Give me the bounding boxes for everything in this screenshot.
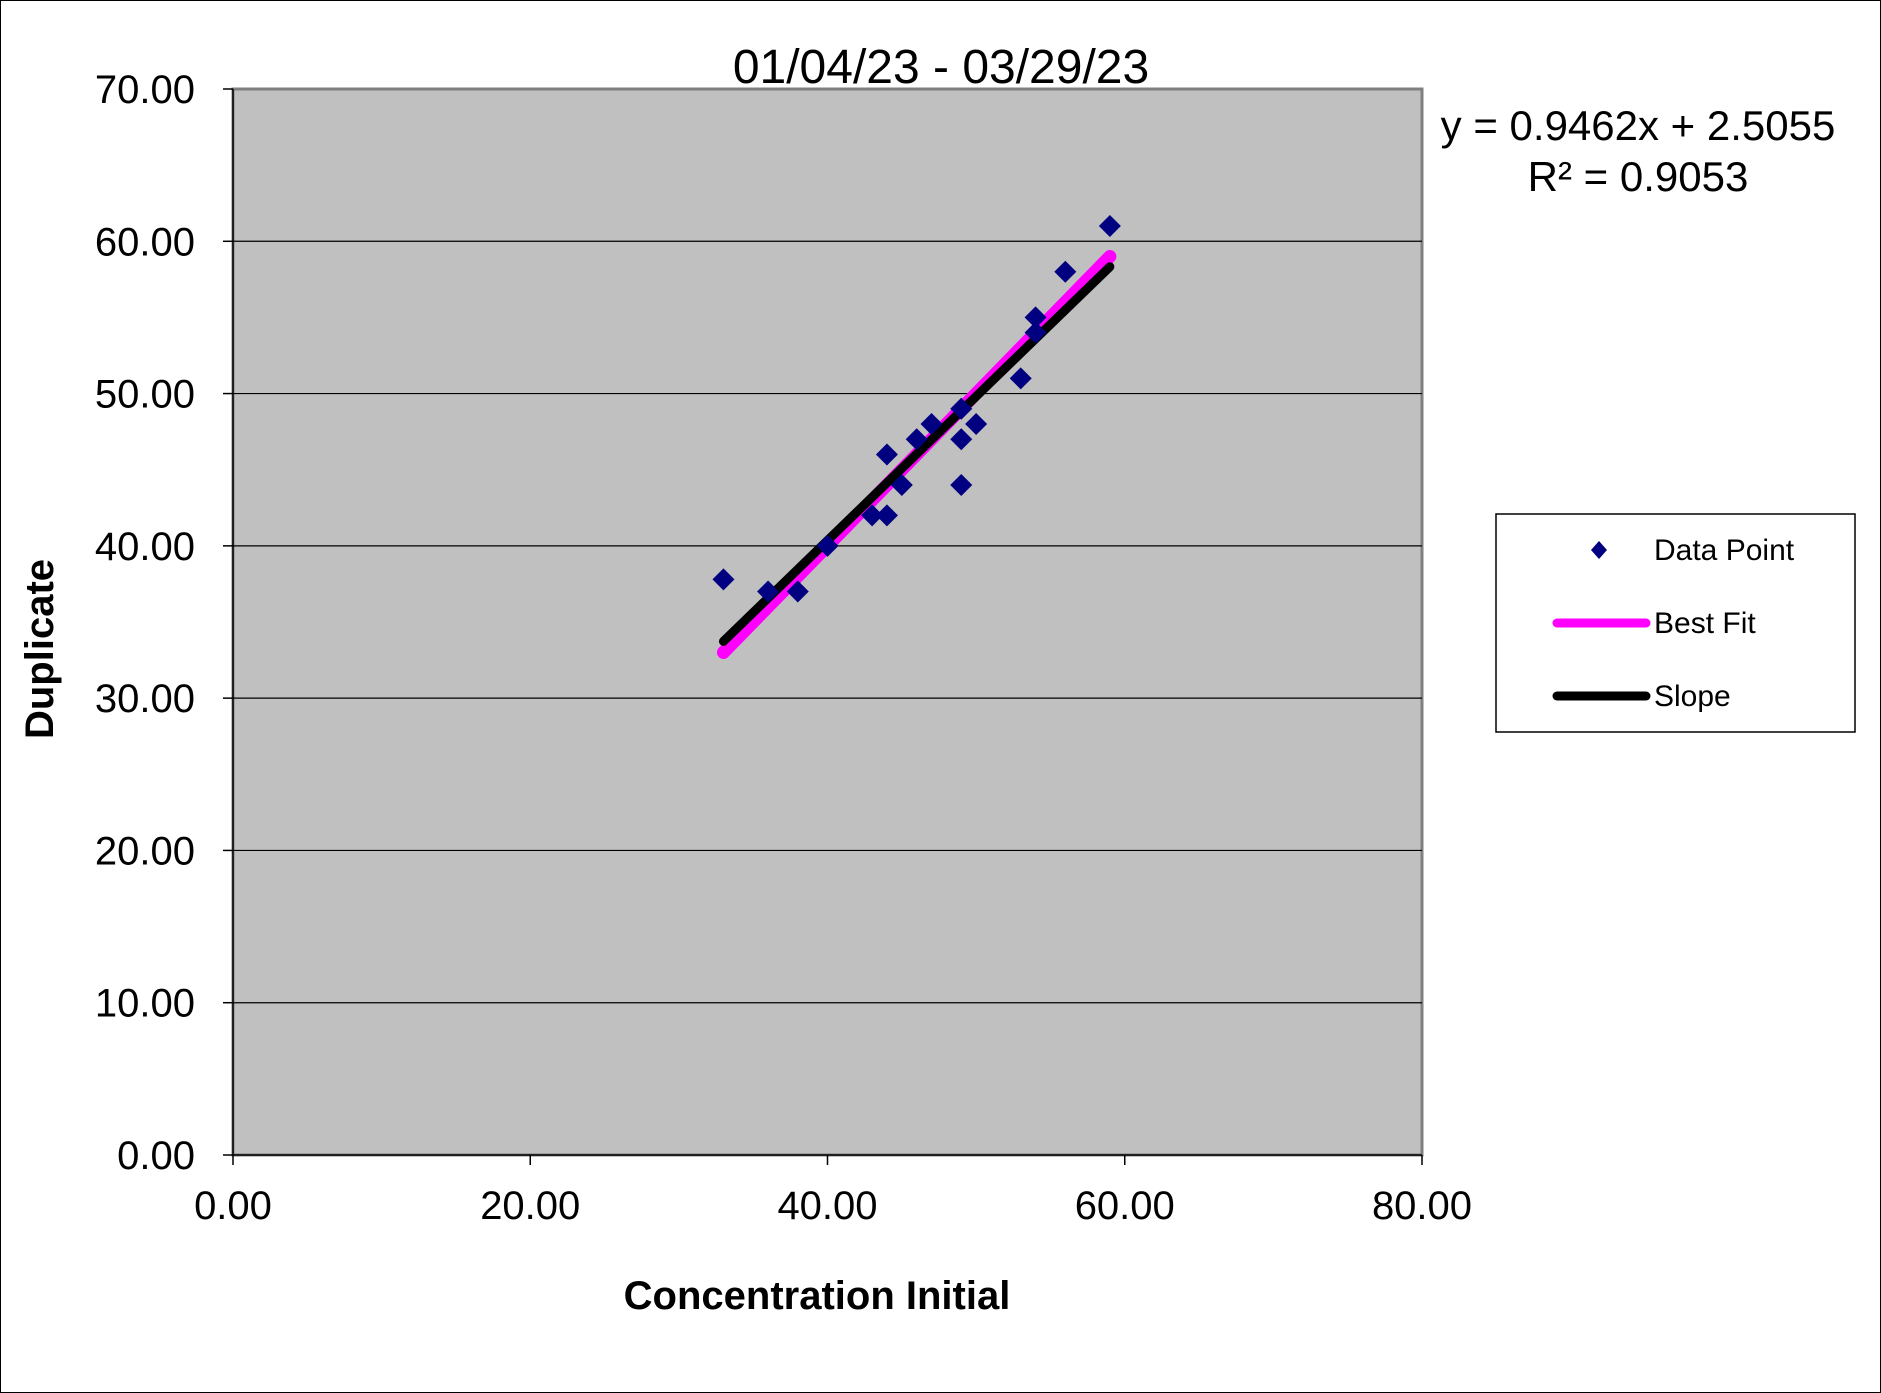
y-tick-label: 30.00 bbox=[95, 677, 195, 721]
legend-label-best-fit: Best Fit bbox=[1654, 607, 1756, 640]
legend-item-data-point: Data Point bbox=[1591, 534, 1795, 567]
data-point-marker bbox=[712, 568, 735, 591]
data-point-marker bbox=[786, 580, 809, 603]
data-point-marker bbox=[965, 413, 988, 436]
x-tick-label: 0.00 bbox=[194, 1184, 272, 1228]
gridlines bbox=[233, 240, 1422, 1004]
legend: Data Point Best Fit Slope bbox=[1495, 513, 1856, 733]
x-tick-label: 60.00 bbox=[1075, 1184, 1175, 1228]
data-point-marker bbox=[950, 473, 973, 496]
data-point-marker bbox=[1054, 260, 1077, 283]
y-tick-labels: 0.00 10.00 20.00 30.00 40.00 50.00 60.00 70.00 bbox=[95, 68, 195, 1178]
series-layer bbox=[712, 215, 1121, 659]
legend-item-best-fit: Best Fit bbox=[1552, 607, 1756, 640]
legend-label-data-point: Data Point bbox=[1654, 534, 1795, 567]
trendline-equation: y = 0.9462x + 2.5055 bbox=[1441, 102, 1836, 149]
axes bbox=[223, 88, 1423, 1165]
r-squared-value: R² = 0.9053 bbox=[1528, 153, 1749, 200]
data-point-marker bbox=[1024, 321, 1047, 344]
x-tick-label: 40.00 bbox=[777, 1184, 877, 1228]
data-point-marker bbox=[890, 473, 913, 496]
data-point-marker bbox=[1098, 215, 1121, 238]
legend-label-slope: Slope bbox=[1654, 680, 1731, 713]
data-point-marker bbox=[950, 397, 973, 420]
data-point-marker bbox=[875, 443, 898, 466]
data-point-marker bbox=[950, 428, 973, 451]
x-tick-labels: 0.00 20.00 40.00 60.00 80.00 bbox=[194, 1184, 1472, 1228]
data-point-marker bbox=[1009, 367, 1032, 390]
data-point-marker bbox=[757, 580, 780, 603]
y-tick-label: 60.00 bbox=[95, 220, 195, 264]
slope-line bbox=[718, 262, 1115, 646]
y-tick-label: 0.00 bbox=[117, 1134, 195, 1178]
data-point-marker bbox=[905, 428, 928, 451]
data-point-marker bbox=[861, 504, 884, 527]
y-tick-label: 70.00 bbox=[95, 68, 195, 112]
y-tick-label: 20.00 bbox=[95, 829, 195, 873]
data-point-marker bbox=[875, 504, 898, 527]
y-tick-label: 50.00 bbox=[95, 373, 195, 417]
legend-item-slope: Slope bbox=[1552, 680, 1731, 713]
y-tick-label: 10.00 bbox=[95, 982, 195, 1026]
x-axis-label: Concentration Initial bbox=[624, 1274, 1011, 1318]
data-point-marker bbox=[1024, 306, 1047, 329]
x-tick-label: 80.00 bbox=[1372, 1184, 1472, 1228]
plot-area bbox=[231, 87, 1424, 1157]
x-tick-label: 20.00 bbox=[480, 1184, 580, 1228]
y-tick-label: 40.00 bbox=[95, 525, 195, 569]
data-point-marker bbox=[816, 534, 839, 557]
y-axis-label: Duplicate bbox=[18, 559, 62, 739]
legend-diamond-marker bbox=[1591, 541, 1607, 559]
data-point-marker bbox=[920, 413, 943, 436]
chart-title: 01/04/23 - 03/29/23 bbox=[733, 41, 1149, 94]
